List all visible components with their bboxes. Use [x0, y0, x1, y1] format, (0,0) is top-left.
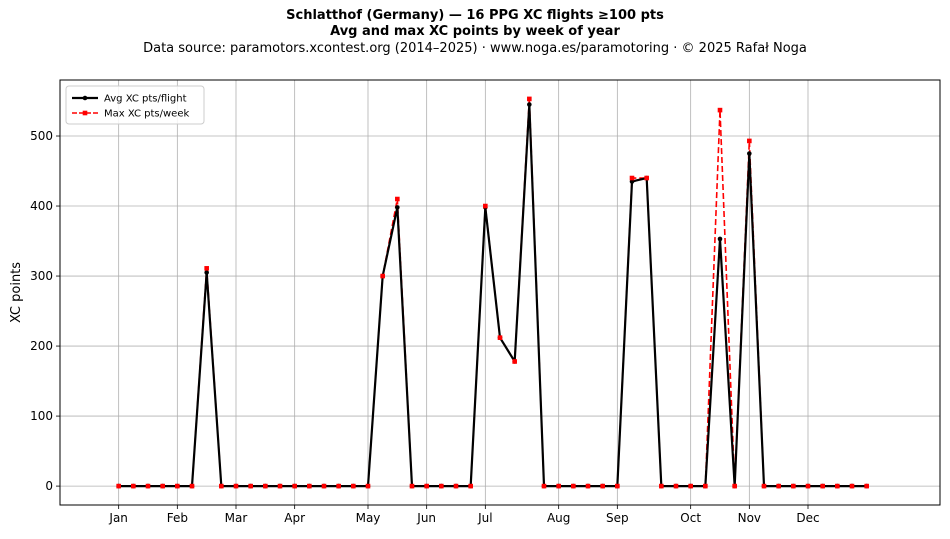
max-point: [659, 483, 664, 489]
max-point: [263, 483, 268, 489]
max-point: [395, 196, 400, 202]
max-point: [424, 483, 429, 489]
max-point: [160, 483, 165, 489]
avg-point: [747, 151, 752, 156]
x-tick-label: Feb: [167, 511, 188, 525]
max-point: [116, 483, 121, 489]
max-point: [747, 138, 752, 144]
max-point: [864, 483, 869, 489]
max-point: [644, 175, 649, 181]
x-tick-label: Apr: [284, 511, 305, 525]
max-point: [233, 483, 239, 489]
chart-subtitle: Avg and max XC points by week of year: [330, 24, 620, 39]
max-point: [527, 96, 532, 102]
max-point: [248, 483, 253, 489]
max-point: [189, 483, 195, 489]
legend-box: [65, 85, 205, 125]
y-tick-label: 300: [30, 269, 53, 283]
max-point: [321, 483, 327, 489]
max-point: [761, 483, 767, 489]
max-point: [380, 273, 385, 279]
x-tick-label: Mar: [225, 511, 248, 525]
avg-point: [629, 179, 635, 184]
max-point: [703, 483, 708, 489]
max-point: [776, 483, 781, 489]
legend-marker: [82, 110, 88, 116]
max-point: [336, 483, 341, 489]
max-point: [688, 483, 693, 489]
max-point: [307, 483, 312, 489]
legend-label: Avg XC pts/flight: [104, 94, 187, 105]
x-tick-label: Dec: [796, 511, 819, 525]
max-point: [541, 483, 547, 489]
x-tick-label: Sep: [606, 511, 629, 525]
x-tick-label: Jun: [416, 511, 436, 525]
x-tick-label: Jul: [477, 511, 492, 525]
max-point: [571, 483, 576, 489]
x-tick-label: Jan: [108, 511, 128, 525]
max-point: [673, 483, 679, 489]
legend: Avg XC pts/flight Max XC pts/week: [65, 85, 205, 125]
max-point: [277, 483, 283, 489]
y-tick-label: 100: [30, 409, 53, 423]
max-point: [600, 483, 605, 489]
max-point: [351, 483, 356, 489]
avg-point: [204, 270, 209, 275]
avg-point: [717, 236, 723, 242]
max-point: [717, 107, 723, 113]
max-point: [409, 483, 415, 489]
plot-frame: [59, 79, 941, 506]
max-point: [175, 483, 180, 489]
x-tick-label: Aug: [547, 511, 570, 525]
max-point: [453, 483, 459, 489]
max-point: [849, 483, 855, 489]
max-point: [615, 483, 620, 489]
x-tick-label: Nov: [738, 511, 761, 525]
legend-marker: [82, 95, 88, 101]
x-tick-label: May: [356, 511, 381, 525]
max-point: [468, 483, 473, 489]
max-point: [629, 175, 635, 181]
max-point: [791, 483, 796, 489]
max-point: [497, 335, 503, 340]
max-point: [292, 483, 297, 489]
y-tick-label: 500: [30, 129, 53, 143]
y-tick-label: 0: [45, 479, 53, 493]
avg-point: [527, 102, 532, 107]
legend-label: Max XC pts/week: [104, 109, 189, 120]
y-tick-label: 200: [30, 339, 53, 353]
chart-title: Schlatthof (Germany) — 16 PPG XC flights…: [286, 8, 664, 23]
max-point: [145, 483, 151, 489]
max-point: [219, 483, 224, 489]
max-point: [556, 483, 561, 489]
max-point: [131, 483, 136, 489]
series-group: [116, 96, 869, 489]
chart-source: Data source: paramotors.xcontest.org (20…: [143, 41, 807, 56]
max-point: [732, 483, 737, 489]
y-axis-label: XC points: [9, 262, 24, 323]
max-point: [439, 483, 444, 489]
max-point: [585, 483, 591, 489]
max-point: [512, 359, 517, 364]
x-tick-label: Oct: [680, 511, 701, 525]
max-point: [204, 266, 209, 271]
series-line-avg: [118, 103, 867, 488]
max-point: [820, 483, 825, 489]
y-tick-label: 400: [30, 199, 53, 213]
chart-titles: Schlatthof (Germany) — 16 PPG XC flights…: [0, 8, 950, 57]
max-point: [805, 483, 811, 489]
grid-lines: [60, 80, 940, 505]
axes: Jan Feb Mar Apr May Jun Jul Aug Sep Oct Nov Dec 0 100…: [30, 129, 820, 525]
max-point: [835, 483, 840, 489]
max-point: [365, 483, 371, 489]
max-point: [483, 203, 488, 209]
avg-point: [395, 205, 400, 210]
